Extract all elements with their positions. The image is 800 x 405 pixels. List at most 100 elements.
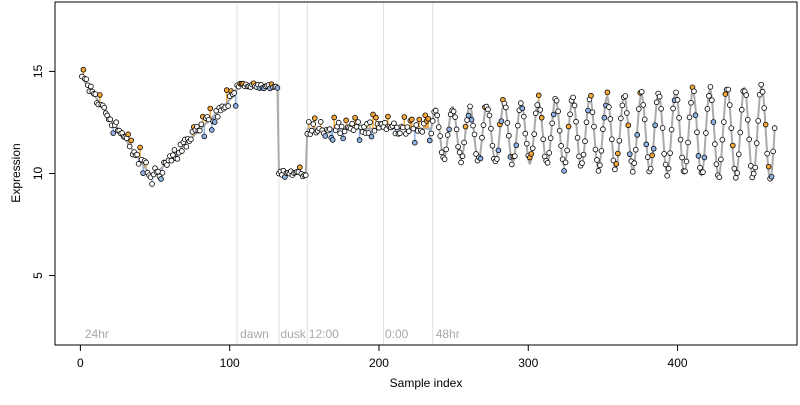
fit-line (431, 85, 776, 182)
data-point (96, 92, 103, 98)
data-point (721, 119, 727, 125)
y-axis: 5 10 15 (31, 64, 55, 279)
data-point (613, 161, 620, 167)
data-point (107, 116, 114, 122)
data-point (486, 112, 493, 119)
data-point (688, 99, 694, 106)
data-point (438, 149, 445, 156)
data-point (494, 156, 500, 162)
y-axis-label: Expression (9, 143, 23, 202)
data-point (692, 112, 699, 118)
data-point (208, 127, 215, 133)
data-point (350, 127, 357, 133)
data-point (591, 123, 597, 130)
data-point (574, 134, 581, 141)
data-point (649, 152, 655, 159)
data-point (607, 116, 614, 122)
data-point (735, 151, 742, 158)
data-point (598, 148, 605, 154)
data-point (616, 137, 623, 144)
data-point (211, 119, 218, 125)
data-point (223, 87, 230, 93)
y-tick-label: 5 (31, 272, 45, 279)
phase-label: 0:00 (385, 327, 409, 341)
data-point (731, 165, 738, 172)
data-point (522, 130, 529, 137)
data-point (125, 131, 131, 138)
data-point (513, 142, 520, 149)
data-point (659, 125, 666, 131)
data-point (618, 115, 624, 122)
data-point (88, 83, 94, 90)
data-point (110, 130, 117, 136)
data-point (488, 125, 494, 132)
data-point (762, 121, 769, 128)
data-point (601, 114, 608, 121)
data-point (303, 172, 309, 178)
data-point (759, 88, 766, 95)
data-point (635, 106, 642, 112)
data-point (140, 170, 146, 176)
data-point (406, 128, 412, 135)
data-point (540, 136, 546, 143)
data-point (670, 105, 676, 112)
fit-line-jump (276, 85, 280, 174)
data-point (595, 168, 602, 174)
data-point (691, 88, 697, 95)
data-point (718, 156, 724, 163)
data-point (555, 108, 561, 115)
data-point (159, 170, 166, 176)
data-point (134, 151, 140, 158)
data-point (297, 164, 303, 170)
data-point (673, 89, 679, 96)
data-point (538, 114, 545, 121)
data-point (550, 111, 557, 118)
data-point (480, 122, 487, 128)
data-point (495, 147, 502, 154)
data-point (485, 106, 491, 113)
data-point (135, 161, 142, 167)
data-point (765, 163, 772, 170)
data-point (565, 123, 572, 130)
data-point (631, 160, 638, 166)
phase-lines (236, 2, 434, 345)
x-axis-label: Sample index (390, 376, 463, 390)
data-point (479, 134, 485, 141)
y-tick-label: 15 (31, 64, 45, 78)
data-point (331, 114, 337, 121)
data-point (683, 158, 690, 165)
data-point (443, 146, 449, 153)
x-axis: 0 100 200 300 400 (77, 345, 688, 370)
data-point (83, 76, 90, 82)
data-point (562, 159, 569, 166)
data-point (456, 149, 463, 156)
data-point (128, 137, 134, 144)
data-point (734, 170, 741, 176)
data-point (761, 105, 767, 111)
x-tick-label: 0 (77, 356, 84, 370)
data-point (629, 168, 636, 175)
data-points (79, 66, 778, 187)
x-tick-label: 400 (668, 356, 688, 370)
data-point (647, 166, 654, 172)
data-point (597, 162, 603, 169)
data-point (750, 170, 757, 177)
data-point (728, 125, 735, 131)
phase-label: dusk (280, 327, 306, 341)
data-point (626, 151, 633, 157)
data-point (310, 121, 317, 127)
data-point (652, 122, 658, 129)
data-point (700, 169, 706, 175)
data-point (534, 102, 541, 108)
data-point (373, 114, 379, 121)
data-point (638, 88, 645, 95)
data-point (428, 130, 435, 137)
data-point (570, 94, 576, 101)
data-point (764, 150, 770, 157)
data-point (459, 153, 466, 160)
phase-label: dawn (240, 327, 269, 341)
data-point (489, 142, 496, 149)
data-point (743, 92, 750, 98)
data-point (579, 160, 585, 166)
data-point (537, 107, 544, 113)
